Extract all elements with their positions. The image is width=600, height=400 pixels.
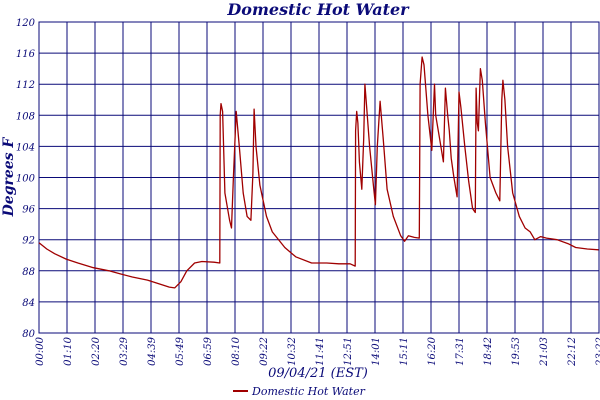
y-tick-label: 112 (16, 80, 35, 91)
grid-lines (38, 21, 600, 334)
legend-label-domestic-hot-water: Domestic Hot Water (251, 385, 366, 398)
series-layer (38, 56, 599, 289)
y-tick-label: 96 (22, 205, 35, 216)
x-tick-label: 18:42 (483, 337, 494, 366)
x-axis-label: 09/04/21 (EST) (268, 366, 368, 381)
x-tick-label: 01:10 (63, 336, 74, 365)
series-line-domestic-hot-water (38, 56, 599, 289)
legend: Domestic Hot Water (233, 385, 366, 398)
x-tick-label: 09:22 (259, 337, 270, 366)
y-tick-label: 92 (22, 236, 35, 247)
x-tick-label: 17:31 (455, 337, 466, 366)
y-tick-label: 104 (16, 142, 35, 153)
x-tick-label: 22:12 (567, 337, 578, 367)
x-tick-label: 00:00 (35, 336, 46, 365)
x-tick-label: 08:10 (231, 336, 242, 365)
y-tick-label: 108 (16, 111, 35, 122)
x-tick-label: 16:20 (427, 336, 438, 365)
x-tick-label: 04:39 (147, 336, 158, 365)
x-tick-label: 12:51 (343, 337, 354, 366)
y-tick-label: 100 (16, 174, 36, 185)
y-tick-label: 84 (22, 298, 35, 309)
x-axis-ticks: 00:00 01:10 02:20 03:29 04:39 05:49 06:59 08:10… (35, 336, 600, 366)
x-tick-label: 15:11 (399, 337, 410, 366)
x-tick-label: 19:53 (511, 337, 522, 366)
x-tick-label: 10:32 (287, 337, 298, 366)
y-tick-label: 88 (22, 267, 35, 278)
x-tick-label: 14:01 (371, 337, 382, 366)
y-tick-label: 80 (22, 329, 35, 340)
x-tick-label: 03:29 (119, 336, 130, 365)
x-tick-label: 21:03 (539, 337, 550, 367)
x-tick-label: 11:41 (315, 337, 326, 366)
y-axis-label: Degrees F (1, 137, 17, 218)
y-tick-label: 116 (16, 49, 36, 60)
x-tick-label: 02:20 (91, 336, 102, 365)
y-tick-label: 120 (16, 18, 36, 29)
x-tick-label: 05:49 (175, 336, 186, 365)
x-tick-label: 06:59 (203, 336, 214, 365)
chart-title: Domestic Hot Water (226, 0, 410, 19)
y-axis-ticks: 80 84 88 92 96 100 104 108 112 116 120 (16, 18, 36, 340)
plot-frame (38, 21, 600, 334)
x-tick-label: 23:22 (595, 337, 600, 367)
